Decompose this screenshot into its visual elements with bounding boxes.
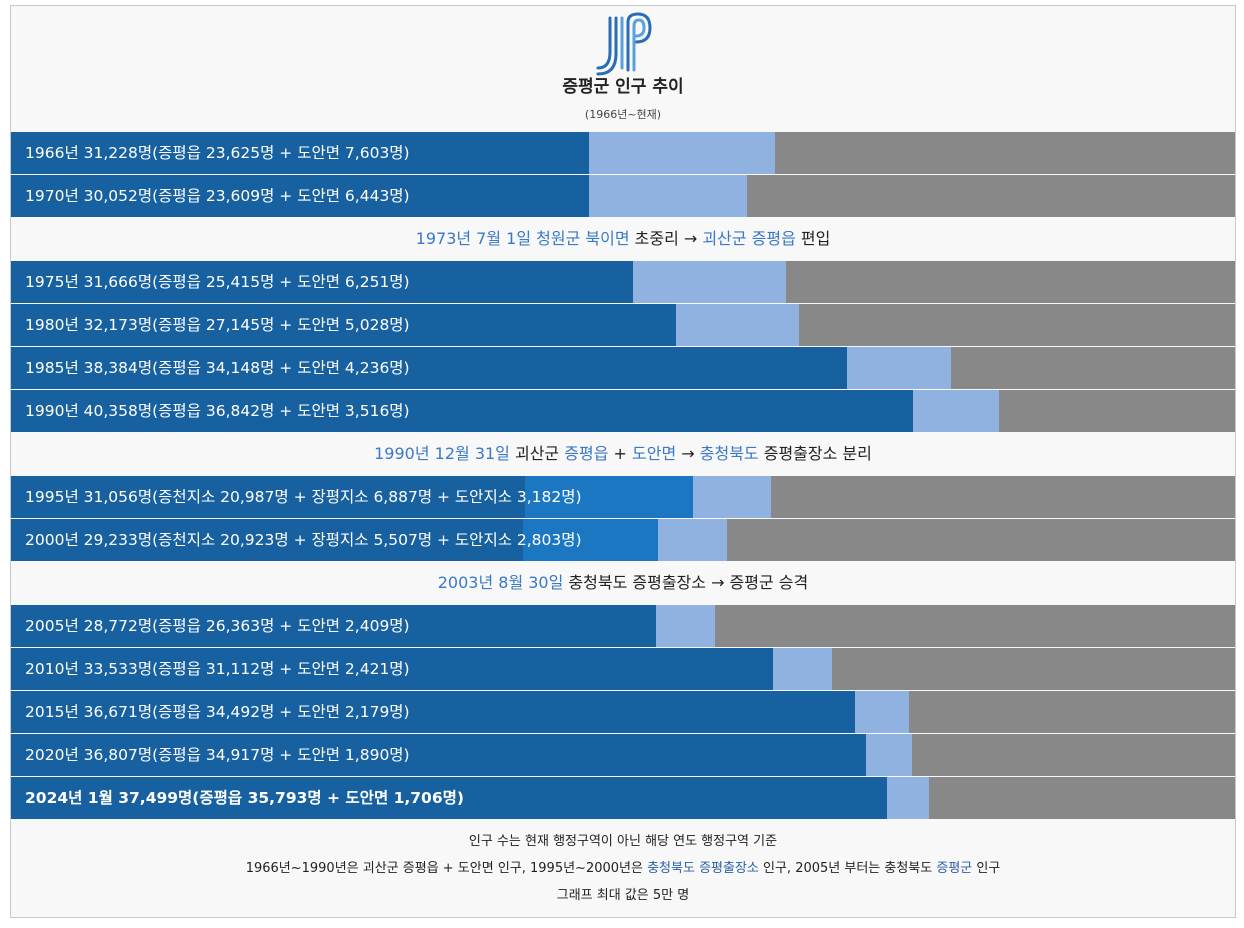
bar-segment-1966-2: [589, 132, 776, 174]
bar-segment-1995-3: [693, 476, 772, 518]
bar-segment-1995-1: [11, 476, 525, 518]
bar-segment-2005-2: [656, 605, 716, 647]
bar-label-2000: 2000년 29,233명(증천지소 20,923명 + 장평지소 5,507명…: [25, 531, 582, 549]
event-note: 1973년 7월 1일 청원군 북이면 초중리 → 괴산군 증평읍 편입: [11, 218, 1235, 260]
bar-segment-1995-2: [524, 476, 694, 518]
chart-subtitle: (1966년~현재): [584, 108, 662, 121]
event-note-text: 괴산군: [509, 444, 565, 463]
bar-segment-1985-1: [11, 347, 847, 389]
bar-segment-2015-1: [11, 691, 856, 733]
bar-segment-2024-1: [11, 777, 888, 819]
bar-row-1966: 1966년 31,228명(증평읍 23,625명 + 도안면 7,603명): [11, 132, 1235, 174]
bar-label-1975: 1975년 31,666명(증평읍 25,415명 + 도안면 6,251명): [25, 273, 410, 291]
bar-label-2024: 2024년 1월 37,499명(증평읍 35,793명 + 도안면 1,706…: [25, 789, 464, 807]
event-note-text: →: [676, 444, 700, 463]
event-note-text: 괴산군 증평읍: [702, 229, 796, 248]
bar-segment-2020-2: [865, 734, 913, 776]
jeungpyeong-logo-icon: [596, 12, 652, 76]
event-note-text: 편입: [795, 229, 831, 248]
bar-segment-1970-1: [11, 175, 589, 217]
bar-row-1970: 1970년 30,052명(증평읍 23,609명 + 도안면 6,443명): [11, 175, 1235, 217]
bar-row-1985: 1985년 38,384명(증평읍 34,148명 + 도안면 4,236명): [11, 347, 1235, 389]
footer-note-2-text: 인구: [972, 861, 1001, 876]
bar-segment-1975-2: [633, 261, 787, 303]
bar-label-2020: 2020년 36,807명(증평읍 34,917명 + 도안면 1,890명): [25, 746, 410, 764]
event-note: 1990년 12월 31일 괴산군 증평읍 + 도안면 → 충청북도 증평출장소…: [11, 433, 1235, 475]
bar-segment-2000-3: [658, 519, 727, 561]
bar-label-1966: 1966년 31,228명(증평읍 23,625명 + 도안면 7,603명): [25, 144, 410, 162]
event-note-text: 도안면: [632, 444, 677, 463]
chart-header: 증평군 인구 추이 (1966년~현재): [11, 6, 1235, 132]
bar-label-2010: 2010년 33,533명(증평읍 31,112명 + 도안면 2,421명): [25, 660, 410, 678]
bar-segment-2010-2: [772, 648, 832, 690]
footer-note-2-text: 인구, 2005년 부터는 충청북도: [758, 861, 937, 876]
bar-row-2020: 2020년 36,807명(증평읍 34,917명 + 도안면 1,890명): [11, 734, 1235, 776]
bar-segment-2024-2: [887, 777, 929, 819]
bar-row-1980: 1980년 32,173명(증평읍 27,145명 + 도안면 5,028명): [11, 304, 1235, 346]
bar-label-2005: 2005년 28,772명(증평읍 26,363명 + 도안면 2,409명): [25, 617, 410, 635]
event-note-text: 2003년 8월 30일: [437, 573, 564, 592]
bar-label-2015: 2015년 36,671명(증평읍 34,492명 + 도안면 2,179명): [25, 703, 410, 721]
bar-segment-2005-1: [11, 605, 657, 647]
event-note-text: 증평읍: [564, 444, 609, 463]
bar-row-1975: 1975년 31,666명(증평읍 25,415명 + 도안면 6,251명): [11, 261, 1235, 303]
chart-container: 증평군 인구 추이 (1966년~현재) 1966년 31,228명(증평읍 2…: [10, 5, 1236, 918]
bar-label-1995: 1995년 31,056명(증천지소 20,987명 + 장평지소 6,887명…: [25, 488, 582, 506]
footer-note-1: 인구 수는 현재 행정구역이 아닌 해당 연도 행정구역 기준: [468, 834, 778, 849]
bar-segment-1975-1: [11, 261, 634, 303]
bar-row-1995: 1995년 31,056명(증천지소 20,987명 + 장평지소 6,887명…: [11, 476, 1235, 518]
bar-row-2000: 2000년 29,233명(증천지소 20,923명 + 장평지소 5,507명…: [11, 519, 1235, 561]
chart-footer: 인구 수는 현재 행정구역이 아닌 해당 연도 행정구역 기준 1966년~19…: [11, 828, 1235, 909]
event-note-text: 증평출장소 분리: [758, 444, 872, 463]
bar-segment-1990-2: [912, 390, 999, 432]
bar-label-1970: 1970년 30,052명(증평읍 23,609명 + 도안면 6,443명): [25, 187, 410, 205]
bar-segment-1970-2: [588, 175, 747, 217]
event-note-text: 1973년 7월 1일 청원군 북이면: [415, 229, 630, 248]
bar-segment-2000-2: [523, 519, 658, 561]
bar-label-1980: 1980년 32,173명(증평읍 27,145명 + 도안면 5,028명): [25, 316, 410, 334]
bar-label-1990: 1990년 40,358명(증평읍 36,842명 + 도안면 3,516명): [25, 402, 410, 420]
bar-row-2005: 2005년 28,772명(증평읍 26,363명 + 도안면 2,409명): [11, 605, 1235, 647]
bar-row-2010: 2010년 33,533명(증평읍 31,112명 + 도안면 2,421명): [11, 648, 1235, 690]
footer-note-2: 1966년~1990년은 괴산군 증평읍 + 도안면 인구, 1995년~200…: [11, 855, 1235, 882]
event-note-text: 1990년 12월 31일: [374, 444, 510, 463]
event-note-text: +: [608, 444, 632, 463]
bar-row-1990: 1990년 40,358명(증평읍 36,842명 + 도안면 3,516명): [11, 390, 1235, 432]
event-note-text: 충청북도: [699, 444, 759, 463]
bar-segment-1980-2: [675, 304, 799, 346]
chart-title: 증평군 인구 추이: [562, 77, 684, 97]
footer-note-2-text: 충청북도 증평출장소: [647, 861, 759, 876]
event-note: 2003년 8월 30일 충청북도 증평출장소 → 증평군 승격: [11, 562, 1235, 604]
event-note-text: 초중리 →: [629, 229, 703, 248]
bar-segment-1966-1: [11, 132, 590, 174]
bar-segment-2000-1: [11, 519, 524, 561]
bar-segment-1980-1: [11, 304, 676, 346]
event-note-text: 충청북도 증평출장소 → 증평군 승격: [563, 573, 809, 592]
bar-segment-2015-2: [855, 691, 909, 733]
footer-note-3: 그래프 최대 값은 5만 명: [556, 888, 690, 903]
bar-row-2015: 2015년 36,671명(증평읍 34,492명 + 도안면 2,179명): [11, 691, 1235, 733]
bar-segment-2020-1: [11, 734, 866, 776]
bar-segment-1985-2: [846, 347, 951, 389]
footer-note-2-text: 증평군: [936, 861, 973, 876]
population-bar-chart: 1966년 31,228명(증평읍 23,625명 + 도안면 7,603명) 1…: [11, 132, 1235, 820]
bar-row-2024: 2024년 1월 37,499명(증평읍 35,793명 + 도안면 1,706…: [11, 777, 1235, 819]
bar-segment-2010-1: [11, 648, 773, 690]
bar-label-1985: 1985년 38,384명(증평읍 34,148명 + 도안면 4,236명): [25, 359, 410, 377]
footer-note-2-text: 1966년~1990년은 괴산군 증평읍 + 도안면 인구, 1995년~200…: [245, 861, 648, 876]
bar-segment-1990-1: [11, 390, 913, 432]
